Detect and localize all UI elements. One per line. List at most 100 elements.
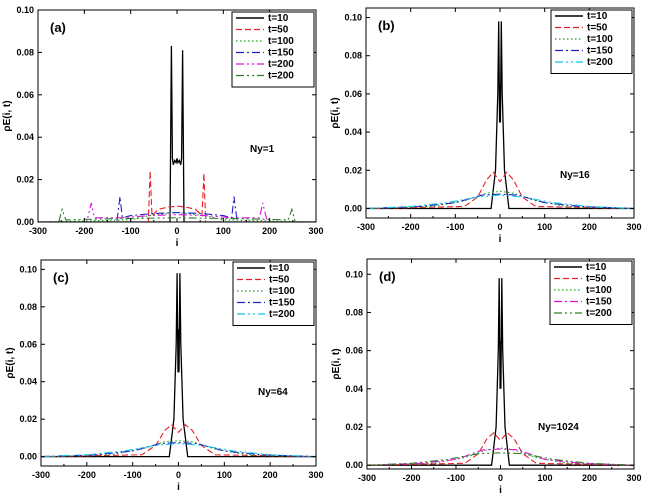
y-tick-label: 0.02 [19, 414, 37, 424]
chart-panel-3: -300 -200 -100 0 100 200 300 0.00 0.02 0.04 0.06 0.… [5, 259, 324, 493]
y-tick-label: 0.10 [16, 5, 34, 15]
y-axis-label: ρE(i, t) [5, 347, 16, 378]
x-tick-label: -100 [124, 470, 142, 480]
legend-label: t=50 [587, 23, 608, 34]
x-tick-label: -100 [446, 222, 464, 232]
x-tick-label: 200 [582, 222, 597, 232]
y-axis-label: ρE(i, t) [331, 348, 342, 379]
y-tick-label: 0.10 [19, 264, 37, 274]
series-line-t-10-0 [366, 21, 634, 210]
x-tick-label: -300 [357, 222, 375, 232]
x-axis-label: i [499, 485, 502, 496]
legend-label: t=10 [587, 11, 608, 22]
chart-panel-2: -300 -200 -100 0 100 200 300 0.00 0.02 0.04 0.06 0.… [330, 7, 642, 245]
ny-annotation: Ny=1024 [538, 422, 579, 433]
x-tick-label: 200 [582, 473, 597, 483]
legend-label: t=10 [586, 262, 607, 273]
y-tick-label: 0.00 [19, 452, 37, 462]
ny-annotation: Ny=16 [560, 170, 590, 181]
panel-label: (c) [53, 270, 69, 285]
series-line-t-150-3 [41, 442, 316, 458]
legend-label: t=10 [268, 13, 289, 24]
y-tick-label: 0.06 [344, 89, 362, 99]
series-line-t-150-3 [38, 196, 316, 222]
x-tick-label: 0 [497, 222, 502, 232]
y-tick-label: 0.04 [16, 132, 34, 142]
x-tick-label: -200 [402, 473, 420, 483]
chart-panel-4: -300 -200 -100 0 100 200 300 0.00 0.02 0.04 0.06 0.… [331, 258, 642, 496]
x-tick-label: -200 [402, 222, 420, 232]
x-tick-label: 200 [263, 470, 278, 480]
legend-label: t=50 [268, 25, 289, 36]
panel-label: (b) [378, 18, 395, 33]
series-line-t-200-4 [367, 452, 634, 466]
x-tick-label: -100 [122, 226, 140, 236]
legend-box [231, 11, 315, 88]
series-line-t-100-2 [367, 447, 634, 466]
legend-label: t=150 [268, 48, 294, 59]
x-tick-label: 100 [217, 470, 232, 480]
legend-label: t=200 [268, 59, 294, 70]
y-tick-label: 0.08 [345, 307, 363, 317]
plot-area [366, 21, 634, 210]
series-line-t-50-1 [366, 171, 634, 210]
y-tick-label: 0.10 [345, 269, 363, 279]
panel-label: (a) [50, 20, 66, 35]
x-tick-label: 300 [626, 473, 641, 483]
y-tick-label: 0.06 [345, 346, 363, 356]
y-tick-label: 0.02 [345, 422, 363, 432]
y-tick-label: 0.06 [16, 90, 34, 100]
series-line-t-10-0 [38, 45, 316, 222]
x-tick-label: -200 [78, 470, 96, 480]
y-tick-label: 0.06 [19, 339, 37, 349]
legend-box [549, 260, 633, 325]
x-axis-label: i [177, 482, 180, 493]
x-tick-label: 100 [216, 226, 231, 236]
panel-label: (d) [379, 269, 396, 284]
x-tick-label: 0 [498, 473, 503, 483]
x-axis-label: i [499, 234, 502, 245]
legend-label: t=200 [268, 71, 294, 82]
series-line-t-200-4 [38, 202, 316, 222]
y-axis-label: ρE(i, t) [330, 97, 341, 128]
x-tick-label: -100 [447, 473, 465, 483]
y-tick-label: 0.04 [19, 377, 37, 387]
legend-label: t=10 [269, 263, 290, 274]
x-tick-label: 300 [308, 226, 323, 236]
y-tick-label: 0.04 [345, 384, 363, 394]
legend-label: t=100 [587, 34, 613, 45]
legend-label: t=50 [269, 275, 290, 286]
y-tick-label: 0.00 [345, 460, 363, 470]
legend-label: t=100 [586, 285, 612, 296]
x-tick-label: -300 [29, 226, 47, 236]
series-line-t-150-3 [367, 448, 634, 466]
series-line-t-50-1 [41, 424, 316, 458]
x-tick-label: 0 [176, 470, 181, 480]
y-tick-label: 0.08 [16, 47, 34, 57]
legend-label: t=200 [586, 308, 612, 319]
plot-area [41, 273, 316, 458]
legend-label: t=150 [586, 297, 612, 308]
chart-panel-1: -300 -200 -100 0 100 200 300 0.00 0.02 0.04 0.06 0.… [2, 5, 324, 249]
series-line-t-200-4 [41, 442, 316, 458]
legend-label: t=100 [269, 286, 295, 297]
y-tick-label: 0.08 [19, 302, 37, 312]
series-line-t-10-0 [41, 273, 316, 458]
y-tick-label: 0.08 [344, 51, 362, 61]
y-axis-label: ρE(i, t) [2, 100, 13, 131]
series-line-t-50-1 [38, 171, 316, 222]
series-line-t-200-4 [366, 194, 634, 210]
x-tick-label: 300 [308, 470, 323, 480]
legend-label: t=50 [586, 274, 607, 285]
legend-label: t=200 [269, 309, 295, 320]
y-tick-label: 0.02 [16, 175, 34, 185]
plot-area [38, 45, 316, 222]
x-tick-label: 0 [174, 226, 179, 236]
legend-label: t=150 [269, 298, 295, 309]
legend-label: t=100 [268, 36, 294, 47]
x-tick-label: 100 [537, 473, 552, 483]
y-tick-label: 0.00 [344, 203, 362, 213]
